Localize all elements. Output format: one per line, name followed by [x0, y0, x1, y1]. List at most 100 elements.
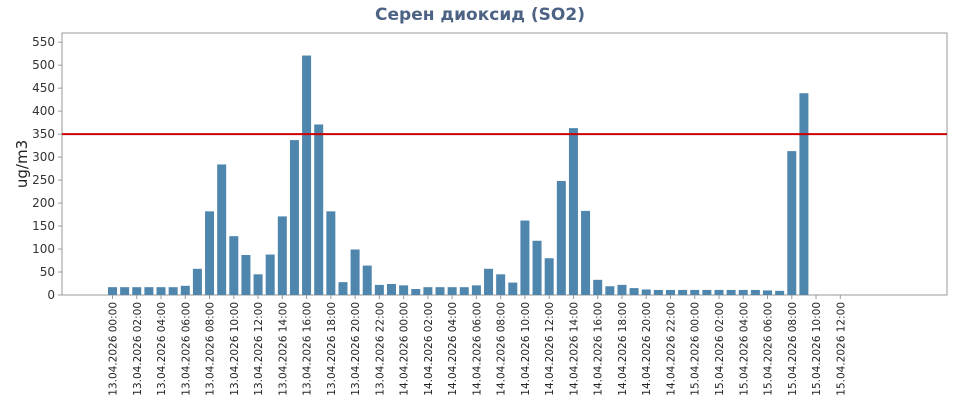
- bar: [326, 211, 336, 295]
- x-tick-label: 14.04.2026 10:00: [520, 302, 532, 396]
- bar: [532, 240, 542, 295]
- bar: [484, 268, 494, 295]
- bar: [690, 289, 700, 295]
- x-tick-label: 15.04.2026 00:00: [690, 302, 702, 396]
- bar: [581, 210, 591, 295]
- bar: [180, 285, 190, 295]
- x-tick-label: 14.04.2026 16:00: [593, 302, 605, 396]
- bar: [665, 289, 675, 295]
- bar: [302, 55, 312, 295]
- x-tick-label: 14.04.2026 14:00: [568, 302, 580, 396]
- chart-title: Серен диоксид (SO2): [375, 5, 585, 25]
- y-tick-label: 500: [32, 58, 55, 72]
- bar: [750, 289, 760, 295]
- y-tick-label: 300: [32, 150, 55, 164]
- bar: [168, 287, 178, 295]
- bar: [653, 289, 663, 295]
- bar: [496, 274, 506, 295]
- bar: [738, 289, 748, 295]
- bar-series: [108, 55, 809, 295]
- x-tick-label: 15.04.2026 04:00: [738, 302, 750, 396]
- plot-frame: [61, 32, 948, 296]
- x-tick-label: 13.04.2026 14:00: [277, 302, 289, 396]
- bar: [362, 265, 372, 295]
- x-tick-label: 13.04.2026 18:00: [326, 302, 338, 396]
- x-tick-label: 13.04.2026 04:00: [156, 302, 168, 396]
- x-axis-ticks: 13.04.2026 00:00 13.04.2026 02:00 13.04.20…: [108, 295, 847, 396]
- bar: [568, 128, 578, 295]
- bar: [120, 287, 130, 295]
- bar: [386, 283, 396, 295]
- bar: [787, 151, 797, 295]
- bar: [593, 279, 603, 295]
- x-tick-label: 13.04.2026 22:00: [374, 302, 386, 396]
- y-tick-label: 350: [32, 127, 55, 141]
- y-tick-label: 0: [47, 288, 55, 302]
- bar: [314, 124, 324, 295]
- y-axis-label: ug/m3: [13, 140, 31, 188]
- x-tick-label: 14.04.2026 08:00: [496, 302, 508, 396]
- bar: [132, 287, 142, 295]
- x-tick-label: 15.04.2026 02:00: [714, 302, 726, 396]
- bar: [641, 289, 651, 295]
- bar: [205, 211, 215, 295]
- x-tick-label: 13.04.2026 10:00: [229, 302, 241, 396]
- y-tick-label: 550: [32, 35, 55, 49]
- bar: [156, 287, 166, 295]
- bar: [108, 287, 117, 295]
- bar: [799, 93, 809, 295]
- bar: [702, 289, 712, 295]
- x-tick-label: 14.04.2026 20:00: [641, 302, 653, 396]
- bar: [447, 287, 457, 295]
- bar: [338, 282, 348, 295]
- bar: [144, 287, 154, 295]
- y-tick-label: 100: [32, 242, 55, 256]
- bar: [265, 254, 275, 295]
- bar: [411, 289, 421, 295]
- bar: [775, 290, 785, 295]
- bar: [629, 288, 639, 295]
- bar: [678, 289, 688, 295]
- bar: [350, 249, 360, 295]
- bar: [726, 289, 736, 295]
- bar: [617, 284, 627, 295]
- x-tick-label: 15.04.2026 10:00: [811, 302, 823, 396]
- bar: [763, 290, 773, 295]
- x-tick-label: 14.04.2026 12:00: [544, 302, 556, 396]
- x-tick-label: 13.04.2026 00:00: [108, 302, 120, 396]
- x-tick-label: 15.04.2026 12:00: [835, 302, 847, 396]
- x-tick-label: 14.04.2026 02:00: [423, 302, 435, 396]
- y-tick-label: 400: [32, 104, 55, 118]
- x-tick-label: 14.04.2026 06:00: [471, 302, 483, 396]
- bar: [217, 164, 227, 295]
- x-tick-label: 13.04.2026 08:00: [205, 302, 217, 396]
- bar: [277, 216, 287, 295]
- bar: [423, 287, 433, 295]
- x-tick-label: 13.04.2026 16:00: [302, 302, 314, 396]
- x-tick-label: 14.04.2026 18:00: [617, 302, 629, 396]
- x-tick-label: 13.04.2026 06:00: [180, 302, 192, 396]
- bar: [399, 285, 409, 295]
- bar: [556, 181, 566, 295]
- y-axis-ticks: 0 50 100 150 200 250 300 350 400 450 500 550: [32, 35, 62, 302]
- y-tick-label: 50: [40, 265, 55, 279]
- y-tick-label: 250: [32, 173, 55, 187]
- x-tick-label: 14.04.2026 22:00: [665, 302, 677, 396]
- x-tick-label: 15.04.2026 08:00: [787, 302, 799, 396]
- x-tick-label: 13.04.2026 12:00: [253, 302, 265, 396]
- bar: [435, 287, 445, 295]
- bar: [229, 236, 239, 295]
- bar: [374, 284, 384, 295]
- bar: [520, 220, 530, 295]
- bar: [459, 287, 469, 295]
- x-tick-label: 15.04.2026 06:00: [763, 302, 775, 396]
- bar: [508, 282, 518, 295]
- y-tick-label: 150: [32, 219, 55, 233]
- x-tick-label: 14.04.2026 00:00: [399, 302, 411, 396]
- bar: [544, 258, 554, 295]
- bar: [714, 289, 724, 295]
- bar: [192, 268, 202, 295]
- x-tick-label: 14.04.2026 04:00: [447, 302, 459, 396]
